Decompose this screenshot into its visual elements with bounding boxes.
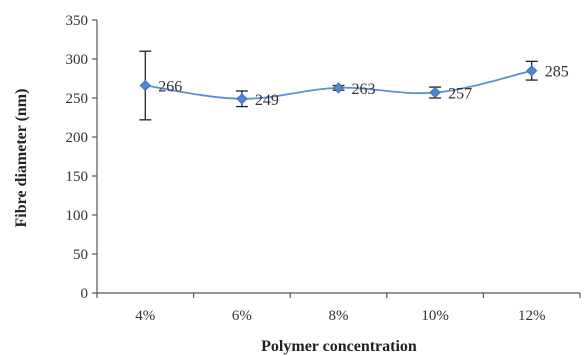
data-label: 263 (352, 81, 376, 98)
data-point (236, 93, 248, 105)
y-tick-label: 250 (66, 91, 89, 107)
y-axis: 0 50 100 150 200 250 300 350 (66, 13, 98, 302)
x-axis: 4% 6% 8% 10% 12% (96, 292, 581, 324)
data-label: 249 (255, 92, 279, 109)
x-tick-label: 12% (518, 308, 546, 324)
y-tick-label: 50 (73, 247, 88, 263)
data-point (429, 86, 441, 99)
x-tick-label: 10% (421, 308, 449, 324)
y-tick-label: 100 (66, 208, 89, 224)
y-tick-label: 350 (66, 13, 89, 29)
y-axis-title: Fibre diameter (nm) (13, 89, 30, 228)
x-tick-label: 4% (135, 308, 155, 324)
y-tick-label: 200 (66, 130, 89, 146)
x-tick-label: 8% (329, 308, 349, 324)
data-point (139, 79, 152, 92)
x-tick-label: 6% (232, 308, 252, 324)
data-point (525, 64, 538, 77)
y-tick-label: 300 (66, 52, 89, 68)
plot-series: 266 249 263 257 285 (139, 50, 569, 121)
data-label: 257 (448, 86, 472, 103)
data-point (332, 82, 345, 94)
data-label: 266 (158, 79, 182, 96)
data-label: 285 (545, 64, 569, 81)
x-axis-title: Polymer concentration (261, 338, 417, 355)
y-tick-label: 0 (81, 286, 89, 302)
y-tick-label: 150 (66, 169, 89, 185)
